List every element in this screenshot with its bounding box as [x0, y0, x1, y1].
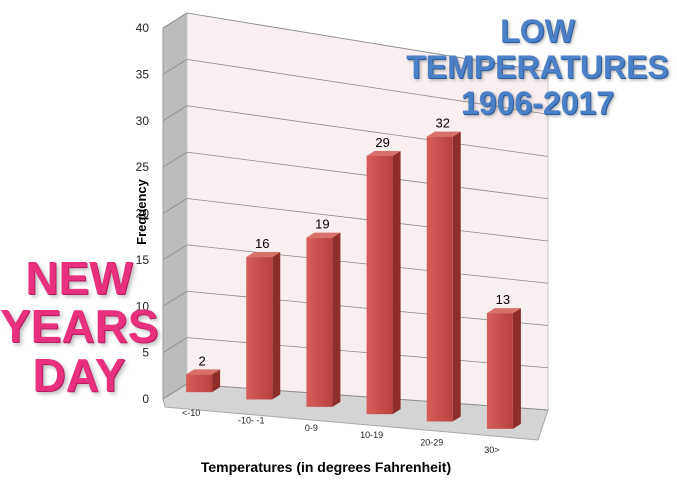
gridline [186, 58, 549, 115]
data-label: 32 [436, 116, 450, 131]
bar [486, 308, 521, 429]
x-tick-label: <-10 [182, 408, 200, 418]
bar-side [392, 150, 401, 415]
y-tick-label: 25 [136, 160, 150, 174]
bar-front [246, 257, 273, 400]
x-tick-label: -10- -1 [238, 416, 265, 426]
data-labels: 2 16 19 29 32 13 [198, 116, 510, 369]
bar [246, 252, 281, 400]
x-tick-label: 20-29 [420, 438, 443, 448]
y-tick-label: 35 [136, 67, 150, 81]
gridline-side [162, 151, 188, 168]
gridline-side [162, 383, 188, 400]
y-tick-label: 20 [136, 207, 150, 221]
bar-front [306, 237, 333, 407]
bar-side [452, 131, 461, 422]
gridline-side [162, 105, 188, 122]
new-years-line-2: YEARS [0, 300, 159, 353]
y-tick-label: 0 [142, 392, 149, 406]
low-title-line-1: LOW [500, 13, 575, 49]
data-label: 13 [496, 292, 510, 307]
y-axis-ticks: 0 5 10 15 20 25 30 35 40 [136, 21, 150, 406]
bar [366, 150, 401, 415]
x-tick-label: 10-19 [360, 430, 383, 440]
gridline-side [162, 337, 188, 353]
bar-top [186, 369, 221, 375]
gridline [186, 12, 549, 73]
gridline-side [162, 244, 188, 261]
new-years-day-title: NEW YEARS DAY [0, 254, 158, 399]
gridline-side [162, 290, 188, 307]
bar-top [366, 150, 401, 156]
x-tick-label: 30> [484, 445, 499, 455]
bar-top [306, 232, 341, 238]
x-axis-ticks: <-10 -10- -1 0-9 10-19 20-29 30> [182, 408, 500, 455]
new-years-line-3: DAY [32, 348, 126, 401]
data-label: 29 [375, 135, 389, 150]
x-axis-label: Temperatures (in degrees Fahrenheit) [201, 459, 451, 475]
gridline-side [162, 12, 188, 29]
bar-top [426, 131, 461, 137]
bar-side [332, 232, 341, 407]
y-tick-label: 40 [136, 21, 150, 35]
gridline [186, 105, 549, 157]
bar-side [512, 308, 521, 429]
bar-top [246, 252, 281, 258]
low-title-line-2: TEMPERATURES [406, 48, 669, 85]
y-tick-label: 15 [136, 253, 150, 267]
bar [186, 369, 221, 393]
bar [306, 232, 341, 407]
bar-front [366, 155, 393, 415]
bar [426, 131, 461, 422]
bar-side [272, 252, 281, 400]
y-tick-label: 10 [136, 299, 150, 313]
bar-front [186, 374, 213, 393]
bars [186, 131, 521, 429]
y-tick-label: 5 [142, 346, 149, 360]
bar-top [486, 308, 521, 314]
y-axis-label: Frequency [134, 178, 149, 245]
data-label: 16 [255, 236, 269, 251]
bar-front [426, 136, 453, 422]
x-tick-label: 0-9 [305, 423, 318, 433]
y-tick-label: 30 [136, 114, 150, 128]
bar-side [212, 369, 221, 393]
gridline-side [162, 198, 188, 214]
low-title-line-3: 1906-2017 [460, 84, 615, 121]
new-years-line-1: NEW [25, 252, 133, 304]
data-label: 2 [198, 353, 205, 368]
data-label: 19 [315, 217, 329, 232]
gridline-side [162, 59, 188, 75]
bar-front [486, 313, 513, 429]
low-temperatures-title: LOW TEMPERATURES 1906-2017 [400, 13, 675, 121]
